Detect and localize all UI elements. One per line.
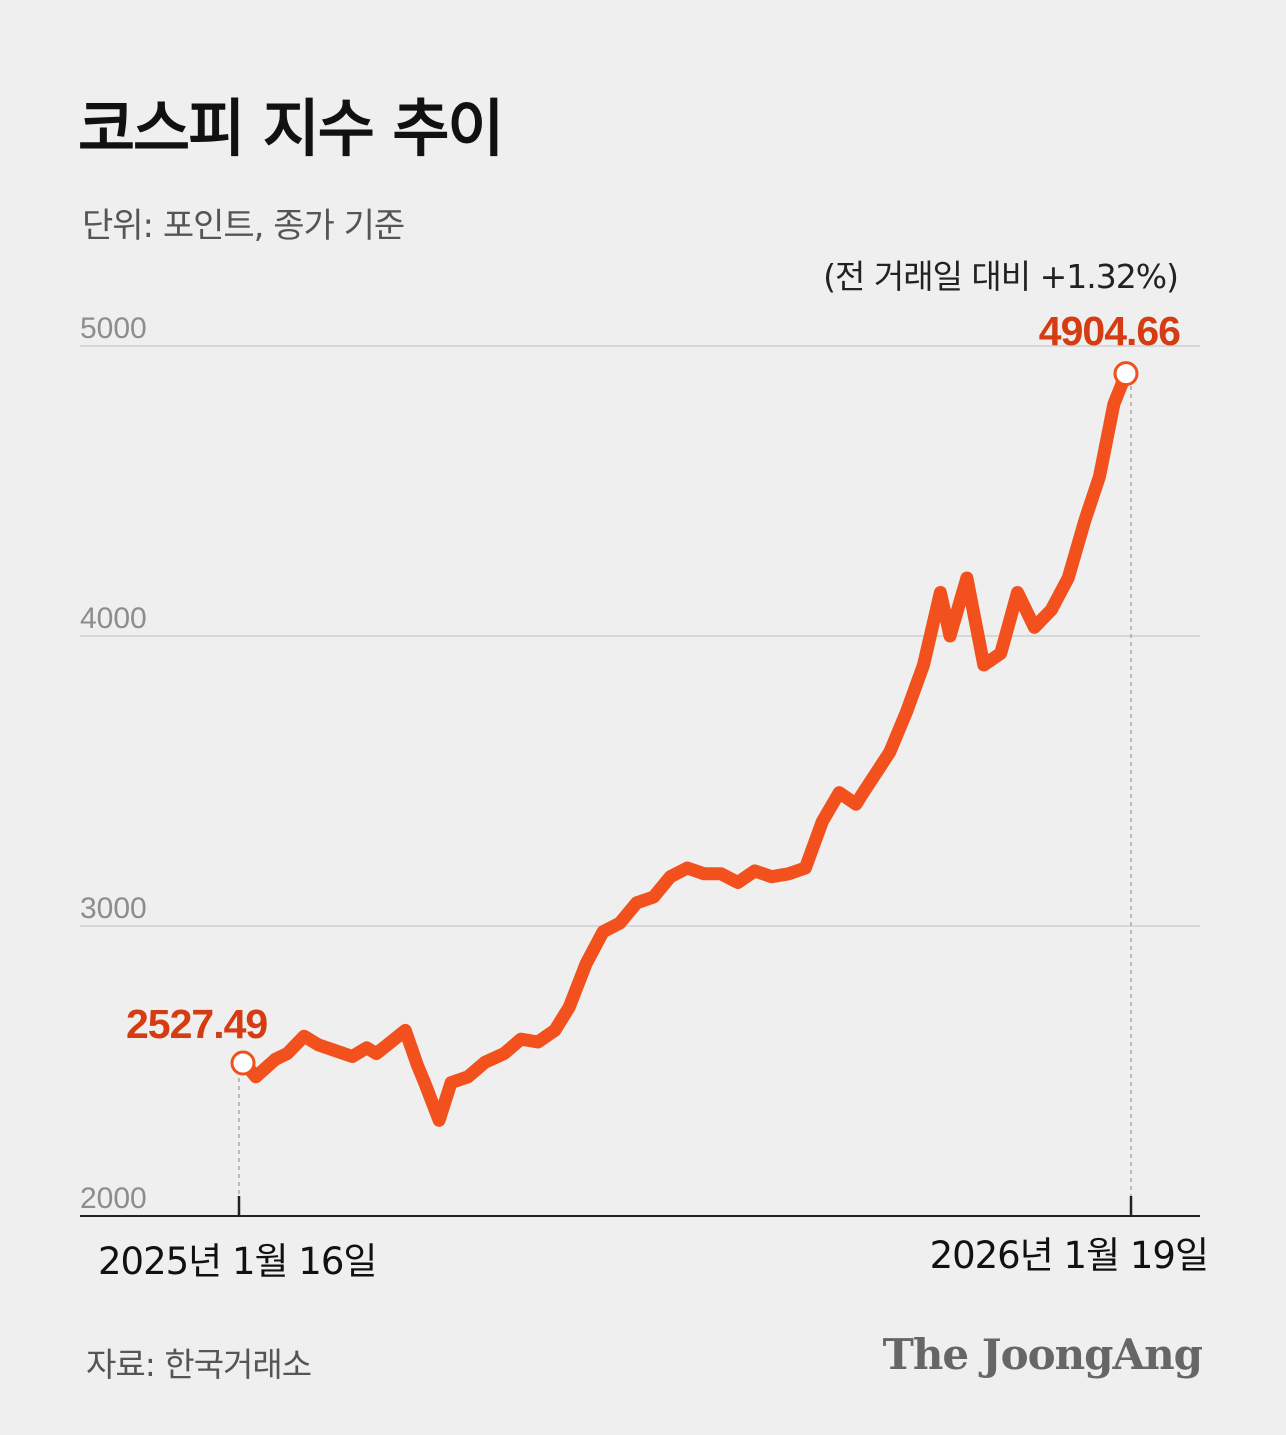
gridlines	[80, 345, 1200, 927]
y-tick-label: 4000	[80, 602, 147, 635]
x-label-end: 2026년 1월 19일	[930, 1234, 1208, 1277]
line-chart: 5000 4000 3000 2000 2527.49 4904.66 2025년 1…	[80, 308, 1209, 1283]
unit-note: 단위: 포인트, 종가 기준	[82, 206, 405, 246]
end-value-label: 4904.66	[1039, 308, 1180, 354]
start-point-marker	[230, 1050, 256, 1076]
change-annotation: (전 거래일 대비 +1.32%)	[823, 257, 1179, 296]
y-axis-ticks: 5000 4000 3000 2000	[80, 312, 147, 1215]
source-note: 자료: 한국거래소	[86, 1345, 312, 1384]
y-tick-label: 5000	[80, 312, 147, 345]
start-value-label: 2527.49	[126, 1001, 267, 1047]
end-point-marker	[1113, 361, 1139, 387]
y-tick-label: 3000	[80, 892, 147, 925]
chart-title: 코스피 지수 추이	[78, 92, 504, 165]
kospi-series-line	[232, 367, 1133, 1127]
x-label-start: 2025년 1월 16일	[98, 1240, 376, 1283]
publisher-logo: The JoongAng	[882, 1330, 1203, 1379]
y-tick-label: 2000	[80, 1182, 147, 1215]
